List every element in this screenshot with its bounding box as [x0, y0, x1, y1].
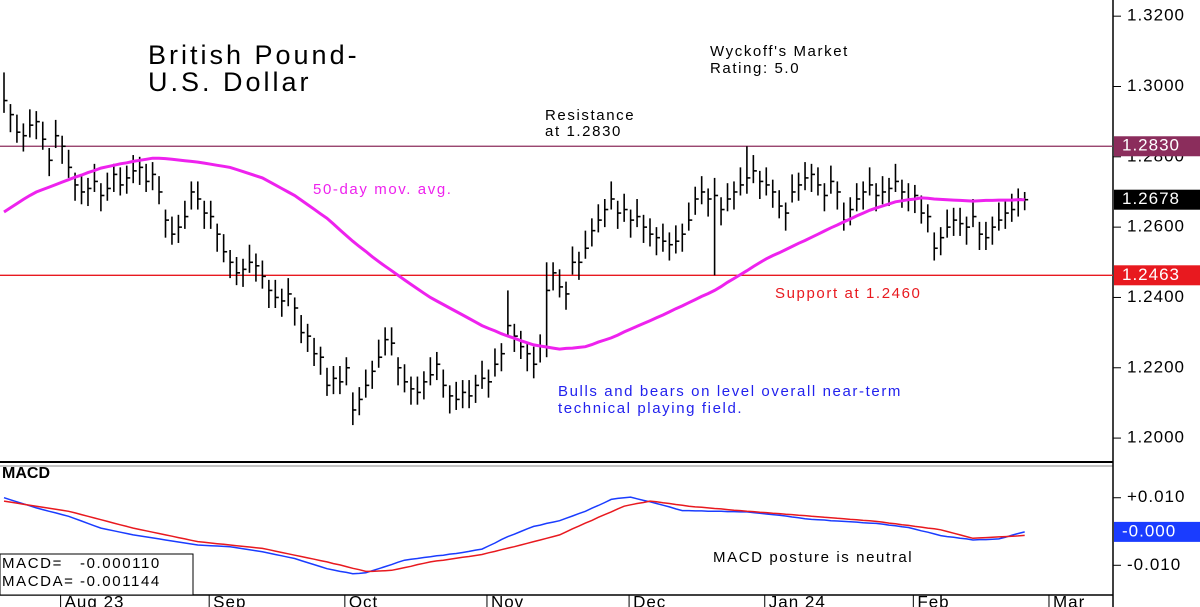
y-tick-label: 1.2200: [1127, 357, 1185, 376]
y-tick-label: -0.010: [1127, 555, 1181, 574]
x-tick-label: Nov: [491, 592, 524, 607]
readout-value: -0.000110: [80, 555, 161, 572]
reference-box: [1114, 136, 1200, 157]
reference-label: 1.2463: [1122, 265, 1180, 284]
panel-title: MACD: [2, 465, 50, 482]
series-label: 50-day mov. avg.: [313, 181, 453, 198]
reference-box: [1114, 265, 1200, 286]
annotation: Resistance: [545, 107, 635, 124]
annotation: Rating: 5.0: [710, 60, 800, 77]
current-macd-label: -0.000: [1122, 521, 1176, 540]
y-tick-label: 1.3000: [1127, 76, 1185, 95]
annotation: Support at 1.2460: [775, 285, 921, 302]
last-price-box: [1114, 189, 1200, 210]
reference-label: 1.2830: [1122, 136, 1180, 155]
annotation: MACD posture is neutral: [713, 549, 913, 566]
x-tick-label: Sep: [213, 592, 246, 607]
chart-title: U.S. Dollar: [148, 67, 312, 97]
chart-title: British Pound-: [148, 40, 360, 70]
moving-average: [3, 156, 1025, 351]
macd-line: [3, 500, 1025, 573]
readout-name: MACD=: [2, 555, 63, 572]
x-tick-label: Aug 23: [65, 592, 125, 607]
y-tick-label: +0.010: [1127, 487, 1185, 506]
annotation: technical playing field.: [558, 400, 743, 417]
macd-line: [3, 496, 1025, 575]
x-tick-label: Dec: [633, 592, 666, 607]
x-tick-label: Mar: [1053, 592, 1085, 607]
readout-name: MACDA=: [2, 573, 75, 590]
annotation: at 1.2830: [545, 123, 622, 140]
y-tick-label: 1.3200: [1127, 6, 1185, 25]
last-price-label: 1.2678: [1122, 189, 1180, 208]
x-tick-label: Jan 24: [769, 592, 826, 607]
y-tick-label: 1.2400: [1127, 287, 1185, 306]
x-tick-label: Feb: [917, 592, 949, 607]
annotation: Bulls and bears on level overall near-te…: [558, 383, 902, 400]
readout-box: [0, 553, 194, 596]
annotation: Wyckoff's Market: [710, 43, 849, 60]
y-tick-label: 1.2600: [1127, 217, 1185, 236]
current-macd-box: [1114, 521, 1200, 542]
x-tick-label: Oct: [349, 592, 378, 607]
y-tick-label: 1.2000: [1127, 428, 1185, 447]
readout-value: -0.001144: [80, 573, 161, 590]
